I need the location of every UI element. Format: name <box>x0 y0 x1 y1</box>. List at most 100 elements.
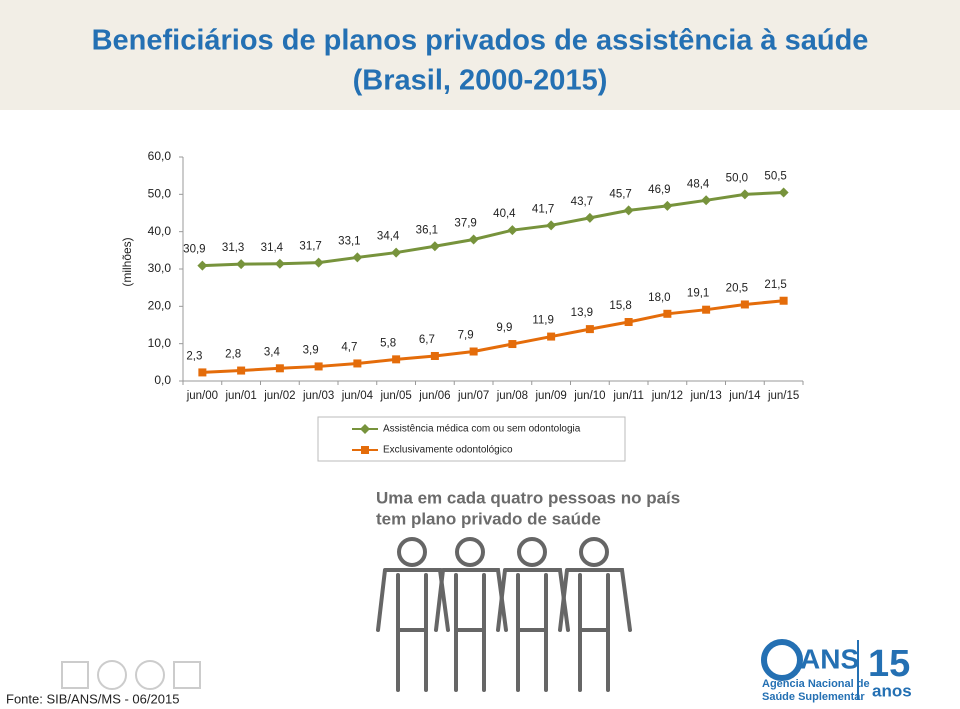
chart-subtitle: (Brasil, 2000-2015) <box>353 65 608 97</box>
point <box>352 252 363 263</box>
data-label: 36,1 <box>416 224 438 236</box>
data-label: 30,9 <box>183 244 205 256</box>
data-label: 21,5 <box>764 279 786 291</box>
people-illustration <box>376 537 632 692</box>
point <box>779 296 788 305</box>
point <box>702 305 711 314</box>
legend-label: Exclusivamente odontológico <box>383 445 513 456</box>
data-label: 3,4 <box>264 346 281 358</box>
data-label: 2,8 <box>225 349 241 361</box>
y-tick-label: 40,0 <box>148 224 172 238</box>
x-tick-label: jun/01 <box>224 390 256 402</box>
y-tick-label: 60,0 <box>148 149 172 163</box>
point <box>663 309 672 318</box>
chart-title: Beneficiários de planos privados de assi… <box>92 25 869 57</box>
point <box>739 189 750 200</box>
point <box>546 220 557 231</box>
x-tick-label: jun/11 <box>612 390 643 402</box>
point <box>547 332 556 341</box>
data-label: 15,8 <box>609 300 631 312</box>
point <box>624 318 633 327</box>
point <box>275 364 284 373</box>
logo-acronym: ANS <box>800 643 859 674</box>
x-tick-label: jun/05 <box>379 390 411 402</box>
data-label: 31,7 <box>299 241 321 253</box>
logo-word: anos <box>872 681 912 700</box>
point <box>313 257 324 268</box>
footer-source: Fonte: SIB/ANS/MS - 06/2015 <box>6 691 179 706</box>
x-tick-label: jun/07 <box>457 390 489 402</box>
data-label: 20,5 <box>726 282 748 294</box>
point <box>468 234 479 245</box>
line <box>202 190 784 268</box>
data-label: 3,9 <box>303 344 319 356</box>
x-tick-label: jun/02 <box>263 390 295 402</box>
point <box>236 259 247 270</box>
legend-box <box>317 416 626 462</box>
point <box>361 446 369 454</box>
data-label: 37,9 <box>454 218 476 230</box>
point <box>360 424 370 434</box>
point <box>585 325 594 334</box>
data-label: 41,7 <box>532 203 554 215</box>
data-label: 9,9 <box>496 322 512 334</box>
point <box>197 260 208 271</box>
y-axis-label: (milhões) <box>120 237 134 286</box>
logo-mark <box>761 639 803 681</box>
point <box>507 225 518 236</box>
data-label: 43,7 <box>571 196 593 208</box>
logo-name: Saúde Suplementar <box>762 691 865 703</box>
y-tick-label: 50,0 <box>148 187 172 201</box>
title-banner <box>0 0 960 110</box>
data-label: 50,0 <box>726 172 748 184</box>
data-label: 34,4 <box>377 231 400 243</box>
x-tick-label: jun/00 <box>186 390 218 402</box>
data-label: 4,7 <box>341 341 357 353</box>
point <box>701 195 712 206</box>
legend-label: Assistência médica com ou sem odontologi… <box>383 424 581 435</box>
x-tick-label: jun/03 <box>302 390 334 402</box>
data-label: 19,1 <box>687 288 709 300</box>
point <box>198 368 207 377</box>
data-label: 13,9 <box>571 307 593 319</box>
point <box>740 300 749 309</box>
point <box>314 362 323 371</box>
x-tick-label: jun/10 <box>573 390 605 402</box>
y-tick-label: 10,0 <box>148 336 172 350</box>
y-tick-label: 30,0 <box>148 261 172 275</box>
plot: 0,0 10,0 20,0 30,0 40,0 50,0 60,0 jun/00 jun/01 j… <box>148 149 804 456</box>
y-tick-label: 20,0 <box>148 299 172 313</box>
data-label: 50,5 <box>764 170 786 182</box>
point <box>662 200 673 211</box>
x-tick-label: jun/06 <box>418 390 450 402</box>
data-label: 2,3 <box>186 350 202 362</box>
point <box>778 187 789 198</box>
x-tick-label: jun/15 <box>767 390 799 402</box>
x-tick-label: jun/14 <box>728 390 761 402</box>
caption: tem plano privado de saúde <box>376 509 601 528</box>
point <box>274 258 285 269</box>
x-tick-label: jun/09 <box>534 390 566 402</box>
data-label: 33,1 <box>338 235 360 247</box>
data-label: 31,4 <box>261 242 284 254</box>
caption: Uma em cada quatro pessoas no país <box>376 488 680 507</box>
data-label: 45,7 <box>609 188 631 200</box>
x-tick-label: jun/13 <box>689 390 721 402</box>
data-label: 31,3 <box>222 242 244 254</box>
point <box>584 212 595 223</box>
point <box>429 241 440 252</box>
logo-name: Agência Nacional de <box>762 678 870 690</box>
x-tick-label: jun/12 <box>651 390 683 402</box>
decorative-icons <box>61 660 201 690</box>
x-tick-label: jun/04 <box>341 390 374 402</box>
data-label: 48,4 <box>687 178 710 190</box>
logo-number: 15 <box>868 643 910 685</box>
point <box>623 205 634 216</box>
point <box>392 355 401 364</box>
x-tick-label: jun/08 <box>496 390 528 402</box>
point <box>508 340 517 349</box>
point <box>353 359 362 368</box>
point <box>430 351 439 360</box>
point <box>391 247 402 258</box>
